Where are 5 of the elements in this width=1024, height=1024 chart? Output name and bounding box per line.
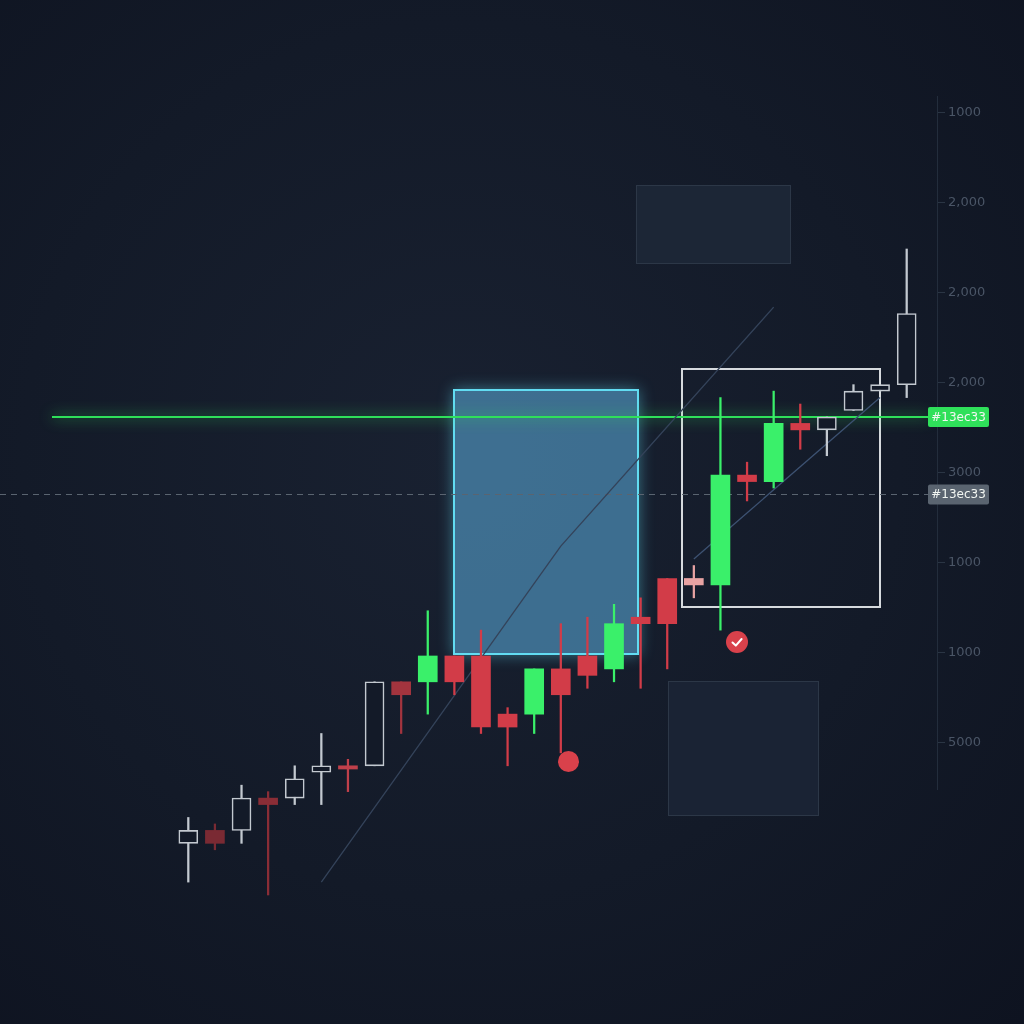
candlestick [630,597,651,689]
candlestick [497,707,518,767]
ref-line-label: #13ec33 [931,487,986,502]
ref-line-label: #13ec33 [931,409,986,424]
candlestick [577,616,598,689]
